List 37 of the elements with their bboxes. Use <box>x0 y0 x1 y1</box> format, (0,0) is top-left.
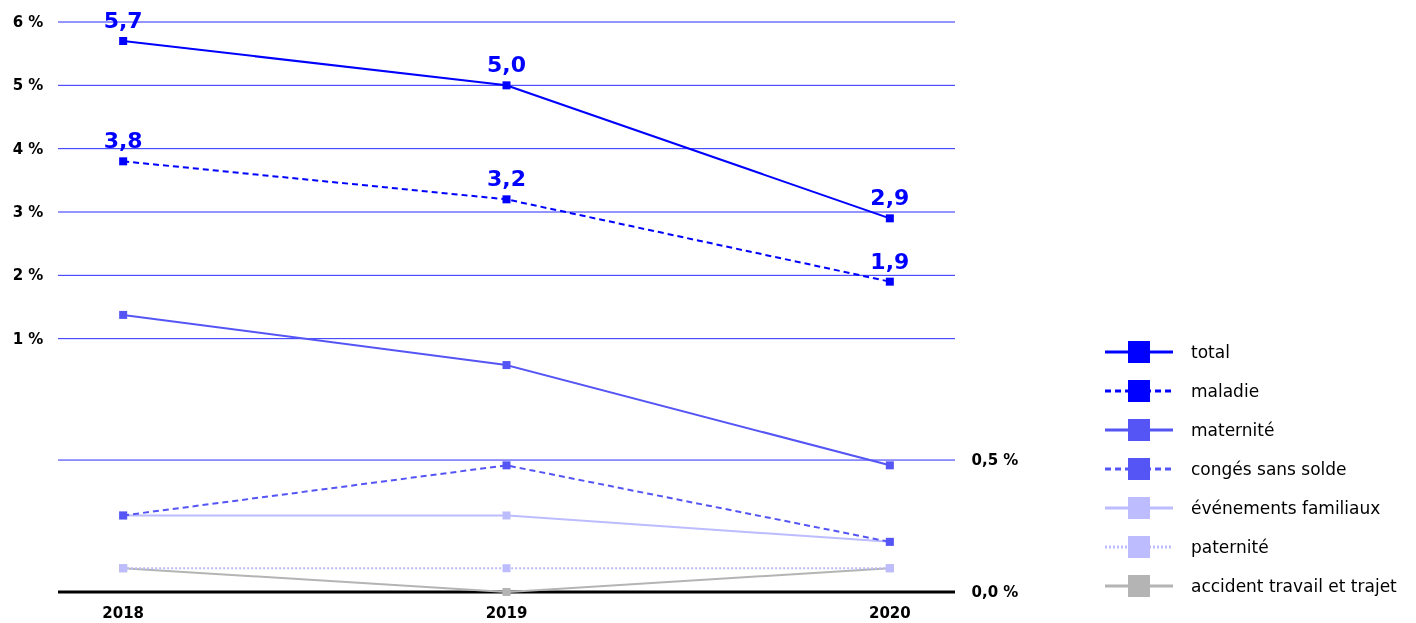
point <box>885 277 894 286</box>
data-label: 1,9 <box>870 248 910 274</box>
point <box>502 588 511 596</box>
y-tick-label: 4 % <box>12 139 44 158</box>
legend-label: maternité <box>1191 420 1275 440</box>
x-tick-label: 2018 <box>102 604 145 622</box>
legend-label: maladie <box>1191 381 1260 401</box>
y2-tick-label: 0,0 % <box>971 583 1019 601</box>
data-label: 2,9 <box>870 185 910 211</box>
data-label: 3,8 <box>103 128 143 154</box>
data-label: 5,7 <box>103 8 143 33</box>
x-tick-label: 2019 <box>485 604 528 622</box>
point <box>502 81 511 90</box>
point <box>502 564 511 573</box>
y-tick-label: 1 % <box>12 329 44 348</box>
point <box>119 310 128 319</box>
point <box>885 461 894 470</box>
point <box>502 461 511 470</box>
legend-label: paternité <box>1191 537 1269 557</box>
point <box>502 195 511 204</box>
point <box>502 361 511 370</box>
point <box>502 511 511 520</box>
data-label: 3,2 <box>487 166 526 192</box>
y2-tick-label: 0,5 % <box>971 451 1019 470</box>
point <box>119 157 128 166</box>
data-label: 5,0 <box>487 52 526 78</box>
y-tick-label: 5 % <box>12 76 44 95</box>
legend-label: total <box>1191 342 1230 362</box>
point <box>885 214 894 223</box>
x-tick-label: 2020 <box>868 604 911 622</box>
legend-label: événements familiaux <box>1191 498 1381 518</box>
y-tick-label: 2 % <box>12 266 44 285</box>
legend-label: accident travail et trajet <box>1191 576 1398 596</box>
y-tick-label: 6 % <box>12 13 44 31</box>
y-tick-label: 3 % <box>12 203 44 221</box>
point <box>119 37 128 45</box>
legend-label: congés sans solde <box>1191 459 1347 479</box>
